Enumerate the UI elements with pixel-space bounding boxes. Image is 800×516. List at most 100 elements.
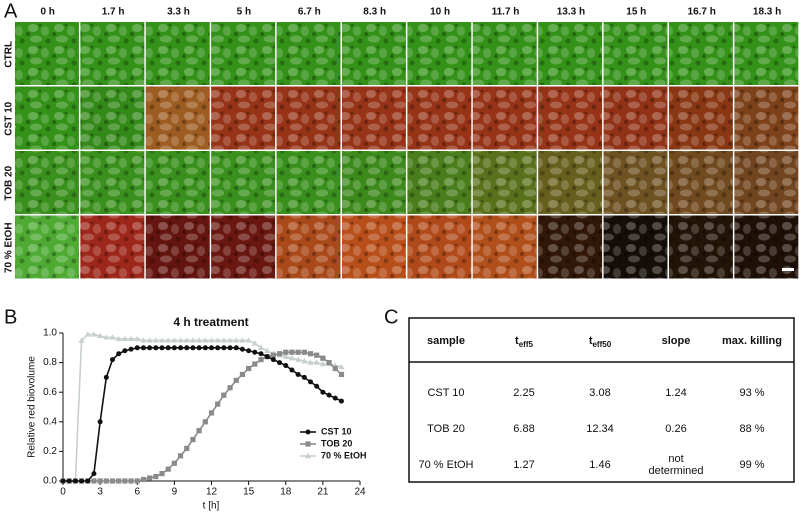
x-tick-label: 24 [354, 487, 366, 498]
data-point [134, 345, 140, 351]
table-header: sample [427, 335, 465, 347]
micrograph-texture [603, 215, 668, 279]
table-header: teff50 [589, 335, 612, 349]
y-tick-label: 0.4 [43, 416, 57, 427]
data-point [196, 345, 202, 351]
data-point [314, 383, 320, 389]
data-point [153, 345, 159, 351]
data-point [239, 337, 246, 343]
scale-bar [782, 268, 794, 271]
data-point [227, 345, 233, 351]
series-line [63, 351, 342, 482]
header-text: slope [662, 335, 691, 347]
micrograph-texture [342, 151, 406, 214]
micrograph-texture [145, 215, 210, 279]
data-point [152, 337, 159, 343]
table-cell: CST 10 [427, 387, 464, 399]
micrograph-texture [80, 86, 145, 150]
data-point [305, 452, 311, 459]
data-point [103, 374, 109, 380]
micrograph-texture [80, 151, 145, 214]
data-point [202, 345, 208, 351]
micrograph-texture [472, 86, 537, 150]
data-point [233, 377, 239, 383]
data-point [338, 371, 345, 378]
data-point [283, 363, 289, 369]
table-cell: TOB 20 [427, 423, 465, 435]
data-point [326, 392, 332, 398]
data-point [134, 478, 140, 484]
table-cell: 88 % [739, 423, 764, 435]
time-label: 3.3 h [167, 7, 190, 18]
x-tick-label: 15 [243, 487, 255, 498]
data-point [221, 345, 227, 351]
x-axis-label: t [h] [203, 501, 220, 512]
x-tick-label: 12 [206, 487, 218, 498]
data-point [251, 340, 258, 346]
micrograph-texture [342, 215, 406, 279]
table-cell: 93 % [739, 387, 764, 399]
data-point [289, 367, 295, 373]
data-point [239, 346, 245, 352]
panel-a: 0 h 1.7 h 3.3 h 5 h 6.7 h 8.3 h 10 h 11.7 h 13.3… [4, 7, 799, 279]
micrograph-texture [407, 22, 472, 85]
micrograph-texture [211, 151, 276, 214]
data-point [283, 349, 289, 355]
data-point [295, 349, 301, 355]
data-point [289, 349, 295, 355]
data-point [72, 478, 78, 484]
data-point [295, 371, 301, 377]
data-point [140, 337, 147, 343]
data-point [305, 429, 311, 435]
header-text: t [515, 335, 519, 347]
micrograph-texture [407, 215, 472, 279]
data-point [264, 347, 271, 353]
micrograph-texture [211, 215, 276, 279]
data-point [190, 345, 196, 351]
header-text: t [589, 335, 593, 347]
micrograph-texture [472, 151, 537, 214]
micrograph-texture [603, 86, 668, 150]
data-point [66, 478, 72, 484]
micrograph-texture [80, 22, 145, 85]
data-point [319, 360, 326, 367]
data-point [276, 351, 283, 357]
micrograph-texture [407, 151, 472, 214]
table-cell: 1.27 [513, 459, 534, 471]
data-point [159, 337, 165, 343]
data-point [301, 349, 307, 355]
header-subscript: eff5 [519, 340, 534, 349]
data-point [60, 478, 66, 484]
data-point [320, 389, 326, 395]
row-label: CST 10 [4, 101, 15, 135]
data-point [221, 392, 227, 398]
micrograph-texture [15, 86, 79, 150]
header-subscript: eff50 [592, 340, 611, 349]
time-label: 16.7 h [688, 7, 716, 18]
data-point [91, 478, 97, 484]
table-cell: 12.34 [586, 423, 614, 435]
time-label: 11.7 h [492, 7, 520, 18]
data-point [307, 359, 314, 365]
table-frame [408, 317, 795, 483]
header-text: max. killing [722, 335, 782, 347]
data-point [165, 345, 171, 351]
chart-title: 4 h treatment [173, 315, 248, 329]
data-point [159, 471, 165, 477]
data-point [314, 352, 320, 358]
data-point [208, 410, 215, 416]
data-point [295, 356, 302, 362]
x-tick-label: 21 [317, 487, 329, 498]
data-point [134, 335, 141, 342]
data-point [215, 401, 221, 407]
micrograph-texture [669, 215, 733, 279]
data-point [270, 352, 276, 358]
data-point [326, 360, 332, 366]
data-point [121, 335, 128, 342]
y-tick-label: 0.6 [43, 387, 57, 398]
panel-label: C [384, 306, 398, 328]
data-point [252, 349, 258, 355]
data-point [215, 345, 221, 351]
data-point [122, 478, 128, 484]
